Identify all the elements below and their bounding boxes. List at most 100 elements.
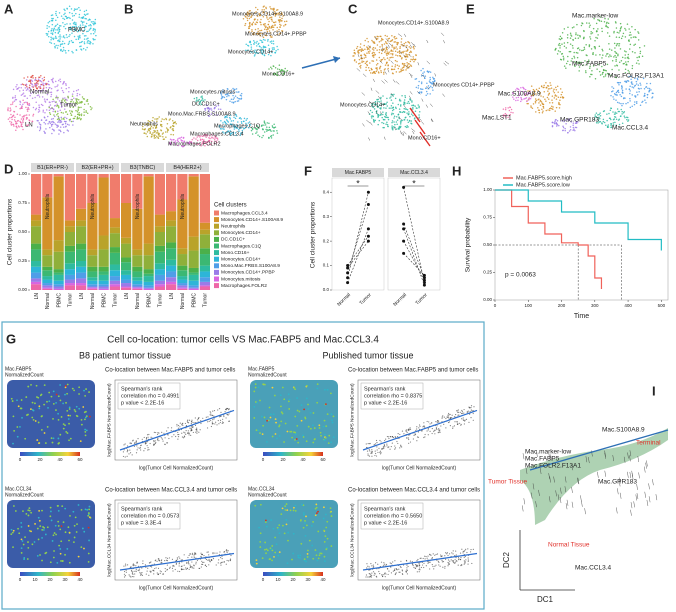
scatter-dot <box>122 451 124 453</box>
cell-dot <box>575 32 577 34</box>
scatter-dot <box>155 431 157 434</box>
facet-strip <box>121 163 164 172</box>
scatter-dot <box>166 430 168 432</box>
scatter-dot <box>159 572 161 574</box>
cell-dot <box>610 49 613 51</box>
scatter-dot <box>371 450 373 453</box>
scatter-dot <box>194 417 196 419</box>
bar-segment <box>199 229 210 235</box>
facet-label: B3(TNBC) <box>130 165 156 171</box>
cell-dot <box>394 41 396 43</box>
cell-dot <box>622 32 625 35</box>
bar-segment <box>31 243 42 250</box>
velocity-arrow <box>638 472 640 479</box>
cell-dot <box>552 108 554 111</box>
cell-dot <box>599 114 602 117</box>
tissue-spot <box>72 510 75 513</box>
scatter-dot <box>150 561 152 563</box>
scatter-dot <box>427 429 429 431</box>
scatter-dot <box>177 570 179 572</box>
cell-dot <box>365 66 367 69</box>
cell-dot <box>593 17 595 20</box>
tissue-spot <box>314 549 317 551</box>
bar-segment <box>121 262 132 271</box>
scatter-dot <box>190 434 192 437</box>
cell-dot <box>553 91 556 94</box>
cell-dot <box>639 46 641 49</box>
scatter-dot <box>414 434 416 436</box>
cell-dot <box>260 23 262 26</box>
tissue-spot <box>38 442 40 445</box>
cell-dot <box>251 127 254 130</box>
velocity-arrow <box>370 87 373 91</box>
scatter-dot <box>396 568 398 571</box>
cell-dot <box>411 101 413 103</box>
cell-dot <box>620 26 623 28</box>
cell-dot <box>68 86 70 89</box>
cell-dot <box>163 138 166 140</box>
cell-dot <box>628 48 631 50</box>
tissue-spot <box>281 386 284 389</box>
cell-dot <box>580 61 582 64</box>
point <box>346 281 350 285</box>
scatter-dot <box>125 571 127 573</box>
scatter-dot <box>210 559 213 561</box>
cell-dot <box>273 48 275 50</box>
velocity-arrow <box>548 453 551 460</box>
bar-segment <box>188 250 199 268</box>
cell-dot <box>530 95 533 98</box>
velocity-arrow <box>655 494 658 501</box>
tissue-spot <box>22 543 25 546</box>
cell-dot <box>404 95 406 97</box>
velocity-arrow <box>444 61 450 65</box>
tissue-spot <box>277 528 280 531</box>
cell-dot <box>394 59 397 62</box>
cell-dot <box>57 89 59 91</box>
scatter-dot <box>214 552 216 554</box>
cell-dot <box>57 84 59 86</box>
cell-dot <box>418 106 420 109</box>
cell-dot <box>405 126 408 129</box>
cell-dot <box>363 44 365 47</box>
cell-dot <box>201 97 203 99</box>
scatter-dot <box>131 571 134 573</box>
cell-dot <box>372 41 375 44</box>
cell-dot <box>52 117 54 120</box>
cell-dot <box>621 56 624 59</box>
cell-dot <box>401 67 404 69</box>
cell-dot <box>615 56 617 58</box>
scatter-dot <box>437 419 439 422</box>
tissue-spot <box>43 384 46 387</box>
cell-dot <box>222 89 224 91</box>
cell-dot <box>562 57 565 59</box>
legend-swatch <box>214 276 219 282</box>
scatter-dot <box>454 555 456 557</box>
cell-dot <box>280 24 282 27</box>
cell-dot <box>55 14 58 17</box>
cell-dot <box>407 113 410 116</box>
tissue-spot <box>305 384 308 387</box>
cell-dot <box>589 36 591 38</box>
cell-dot <box>390 104 393 107</box>
cell-dot <box>85 100 88 102</box>
cell-dot <box>73 117 76 120</box>
scatter-dot <box>472 419 474 421</box>
cell-dot <box>405 53 407 55</box>
scatter-dot <box>139 572 141 574</box>
tissue-spot <box>287 393 290 396</box>
cell-dot <box>280 12 283 14</box>
point <box>346 271 350 275</box>
bar-segment <box>188 236 199 251</box>
tissue-spot <box>64 553 66 556</box>
cell-dot <box>66 23 68 25</box>
scatter-dot <box>164 443 166 446</box>
cell-dot <box>377 123 379 126</box>
cell-dot <box>247 15 249 17</box>
tissue-spot <box>13 505 15 507</box>
cell-dot <box>575 33 577 36</box>
tissue-spot <box>59 399 62 402</box>
cell-dot <box>406 65 408 68</box>
velocity-arrow <box>366 119 371 124</box>
cell-dot <box>605 53 608 55</box>
cell-dot <box>180 136 183 139</box>
